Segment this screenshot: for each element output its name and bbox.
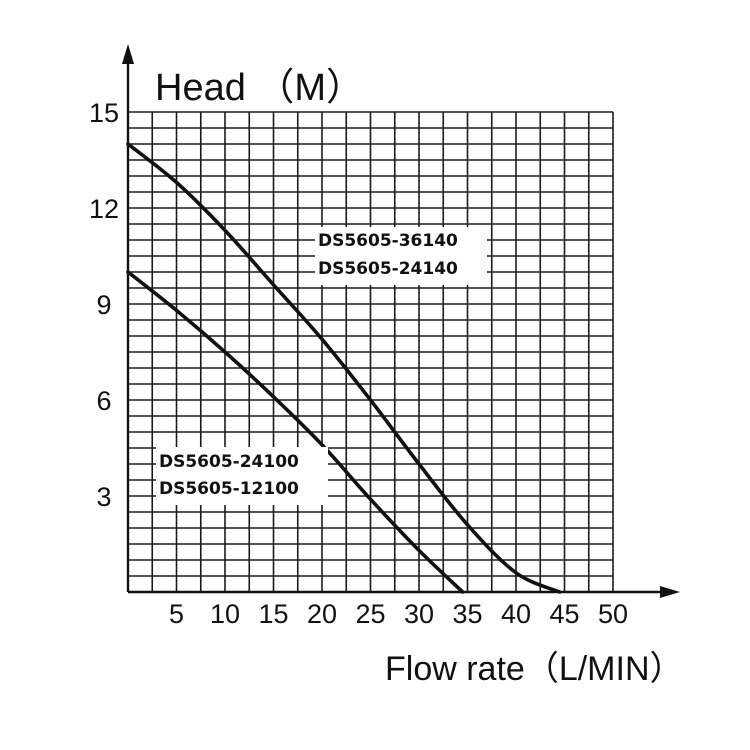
tick-labels: 3 6 9 12 15 5 10 15 20 25 30 35 40 45 50 bbox=[89, 98, 628, 629]
y-tick-label: 12 bbox=[89, 194, 119, 224]
x-axis-arrow bbox=[660, 586, 680, 598]
x-tick-label: 5 bbox=[169, 599, 184, 629]
x-tick-label: 50 bbox=[598, 599, 628, 629]
x-tick-label: 45 bbox=[549, 599, 579, 629]
curve-label: DS5605-24140 bbox=[318, 259, 458, 279]
curve-labels: DS5605-36140 DS5605-24140 DS5605-24100 DS56… bbox=[156, 227, 487, 505]
y-axis-title: Head （M） bbox=[155, 67, 364, 109]
curve-label: DS5605-24100 bbox=[159, 452, 299, 472]
y-tick-label: 3 bbox=[96, 482, 111, 512]
curves bbox=[126, 142, 562, 594]
y-tick-label: 9 bbox=[96, 290, 111, 320]
x-tick-label: 35 bbox=[452, 599, 482, 629]
series-line-2 bbox=[126, 270, 465, 594]
curve-label-background bbox=[315, 227, 487, 285]
y-tick-label: 6 bbox=[96, 386, 111, 416]
x-tick-label: 30 bbox=[404, 599, 434, 629]
x-axis-title: Flow rate（L/MIN） bbox=[385, 650, 684, 688]
series-line-1 bbox=[126, 142, 562, 594]
y-axis-arrow bbox=[122, 44, 134, 64]
grid bbox=[127, 111, 614, 593]
curve-label: DS5605-36140 bbox=[318, 231, 458, 251]
curve-label-background bbox=[156, 447, 328, 505]
x-tick-label: 20 bbox=[307, 599, 337, 629]
x-tick-label: 15 bbox=[258, 599, 288, 629]
y-tick-label: 15 bbox=[89, 98, 119, 128]
x-tick-label: 40 bbox=[501, 599, 531, 629]
curve-label: DS5605-12100 bbox=[159, 479, 299, 499]
x-tick-label: 10 bbox=[210, 599, 240, 629]
x-tick-label: 25 bbox=[355, 599, 385, 629]
